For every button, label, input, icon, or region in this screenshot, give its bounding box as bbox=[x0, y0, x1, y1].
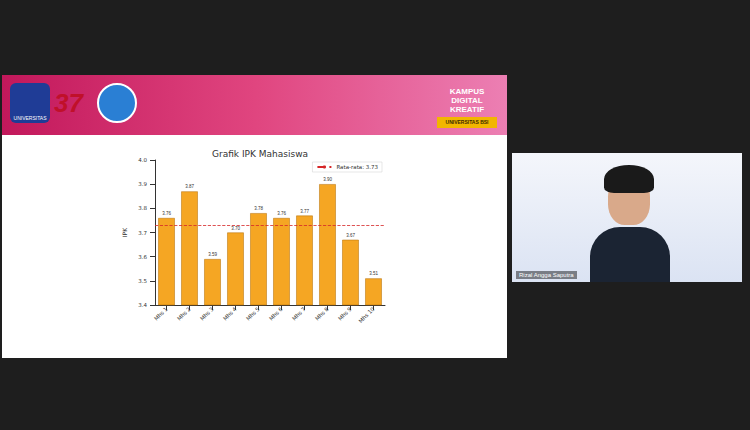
svg-text:3.4: 3.4 bbox=[138, 302, 147, 308]
svg-text:3.76: 3.76 bbox=[277, 211, 286, 216]
svg-text:Mhs 6: Mhs 6 bbox=[268, 306, 284, 322]
svg-text:3.87: 3.87 bbox=[185, 184, 194, 189]
html-text:UNIVERSITAS: UNIVERSITAS bbox=[13, 115, 47, 121]
svg-text:Mhs 5: Mhs 5 bbox=[245, 306, 261, 322]
svg-text:Mhs 10: Mhs 10 bbox=[357, 306, 376, 325]
svg-text:3.90: 3.90 bbox=[323, 177, 332, 182]
svg-text:Mhs 4: Mhs 4 bbox=[222, 306, 238, 322]
svg-text:Grafik IPK Mahasiswa: Grafik IPK Mahasiswa bbox=[212, 149, 308, 159]
svg-text:3.7: 3.7 bbox=[138, 230, 147, 236]
html-text:Rizal Angga Saputra: Rizal Angga Saputra bbox=[519, 272, 574, 278]
svg-text:3.9: 3.9 bbox=[138, 181, 147, 187]
svg-text:3.5: 3.5 bbox=[138, 278, 147, 284]
svg-text:3.70: 3.70 bbox=[231, 226, 240, 231]
svg-text:3.78: 3.78 bbox=[254, 206, 263, 211]
svg-text:Mhs 1: Mhs 1 bbox=[153, 306, 169, 322]
html-text:UNIVERSITAS BSI: UNIVERSITAS BSI bbox=[445, 119, 489, 125]
svg-text:Mhs 2: Mhs 2 bbox=[176, 306, 192, 322]
html-text:37: 37 bbox=[54, 88, 83, 118]
svg-text:3.51: 3.51 bbox=[369, 271, 378, 276]
svg-text:Mhs 7: Mhs 7 bbox=[291, 306, 307, 322]
svg-text:3.59: 3.59 bbox=[208, 252, 217, 257]
svg-text:3.67: 3.67 bbox=[346, 233, 355, 238]
svg-text:3.77: 3.77 bbox=[300, 209, 309, 214]
svg-text:4.0: 4.0 bbox=[138, 157, 147, 163]
svg-text:3.76: 3.76 bbox=[162, 211, 171, 216]
svg-text:Mhs 9: Mhs 9 bbox=[337, 306, 353, 322]
html-text:KAMPUS DIGITAL KREATIF: KAMPUS DIGITAL KREATIF bbox=[449, 87, 485, 114]
svg-text:Mhs 8: Mhs 8 bbox=[314, 306, 330, 322]
svg-text:3.8: 3.8 bbox=[138, 205, 147, 211]
svg-text:3.6: 3.6 bbox=[138, 254, 147, 260]
svg-text:Mhs 3: Mhs 3 bbox=[199, 306, 215, 322]
svg-text:Rata-rata: 3.73: Rata-rata: 3.73 bbox=[336, 164, 378, 170]
svg-text:IPK: IPK bbox=[121, 227, 128, 237]
